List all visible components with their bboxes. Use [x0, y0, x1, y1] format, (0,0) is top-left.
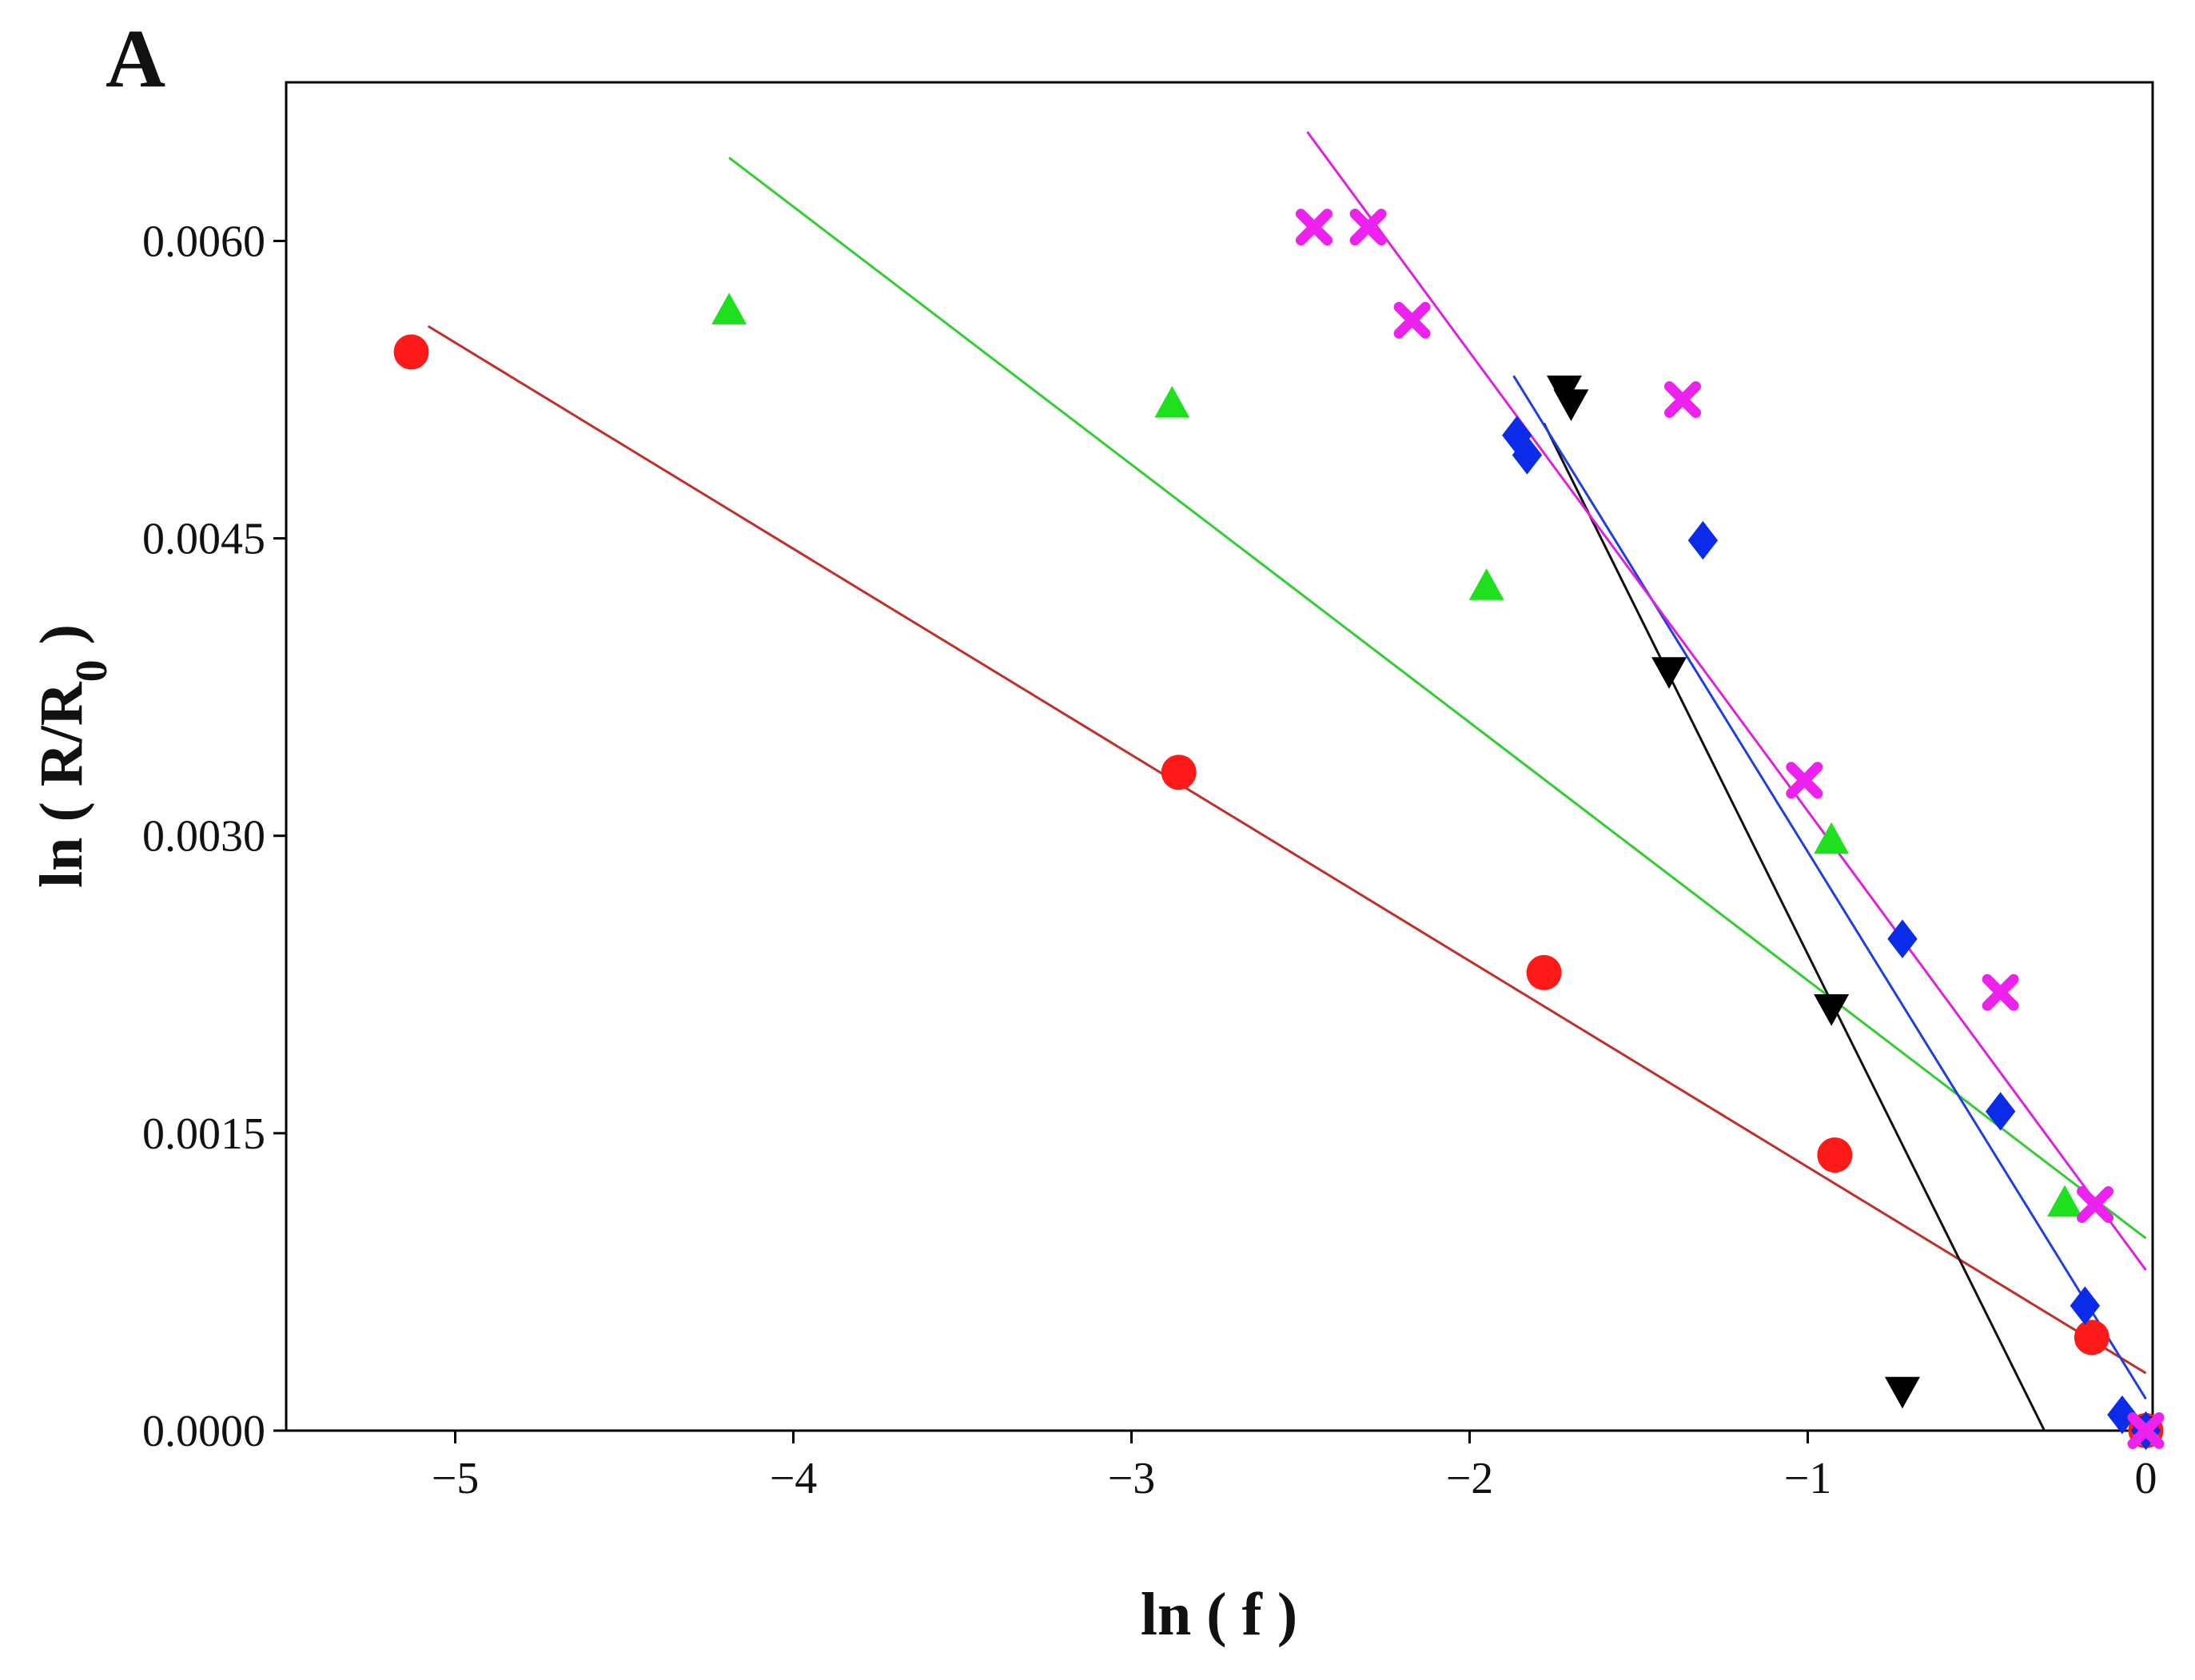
diamond-point	[1512, 436, 1543, 475]
diamond-point	[2107, 1395, 2137, 1435]
circle-point	[1817, 1137, 1853, 1173]
x-point	[1982, 973, 2019, 1011]
y-tick-label: 0.0030	[142, 812, 265, 862]
y-tick-label: 0.0015	[142, 1109, 265, 1159]
diamond-point	[1502, 416, 1532, 455]
panel-label: A	[106, 13, 165, 105]
triangle-up-point	[1154, 385, 1190, 418]
y-axis-title-sub: 0	[67, 659, 117, 682]
data-points	[393, 209, 2165, 1451]
y-axis-title-main: ln ( R/R	[28, 681, 95, 888]
x-point	[1295, 209, 1333, 246]
triangle-down-point	[1884, 1376, 1920, 1409]
y-axis-title-end: )	[28, 624, 95, 659]
diamond-point	[1687, 520, 1719, 560]
x-tick-label: −2	[1446, 1454, 1494, 1503]
diamond-point	[1985, 1092, 2016, 1131]
fit-line-1	[427, 324, 2147, 1375]
x-tick-label: −3	[1108, 1454, 1156, 1503]
x-point	[2127, 1412, 2165, 1449]
y-axis-title: ln ( R/R0 )	[28, 624, 117, 888]
triangle-up-point	[1814, 822, 1850, 854]
plot-frame	[285, 81, 2154, 1432]
diamond-point	[1887, 919, 1918, 958]
y-tick-label: 0.0045	[142, 515, 265, 564]
triangle-down-point	[1814, 993, 1850, 1026]
x-tick-label: −1	[1784, 1454, 1832, 1503]
fit-line-5	[1306, 131, 2147, 1271]
x-point	[1349, 209, 1387, 246]
fit-lines	[427, 131, 2147, 1431]
x-point	[1786, 762, 1823, 799]
circle-point	[2073, 1320, 2109, 1356]
y-tick-label: 0.0060	[142, 217, 265, 266]
x-axis-title: ln ( f )	[1141, 1581, 1297, 1648]
circle-point	[1161, 754, 1197, 790]
fit-line-2	[728, 157, 2147, 1240]
triangle-down-point	[1651, 657, 1687, 689]
x-tick-label: 0	[2135, 1454, 2157, 1503]
triangle-up-point	[2047, 1184, 2083, 1217]
diamond-point	[2070, 1286, 2101, 1325]
fit-line-3	[1543, 423, 2046, 1431]
y-tick-label: 0.0000	[142, 1407, 265, 1456]
triangle-down-point	[1553, 389, 1589, 421]
circle-point	[393, 334, 429, 370]
circle-point	[1526, 954, 1562, 990]
fit-line-4	[1512, 375, 2147, 1400]
triangle-up-point	[1468, 568, 1504, 600]
x-tick-label: −4	[770, 1454, 818, 1503]
triangle-up-point	[711, 293, 747, 324]
x-tick-label: −5	[432, 1454, 480, 1503]
axis-ticks: −5 −4 −3 −2 −1 0 0.0000 0.0015 0.0030 0.0045 0.006…	[142, 217, 2157, 1503]
x-point	[2077, 1186, 2114, 1224]
x-point	[1664, 380, 1702, 418]
x-point	[1393, 301, 1431, 339]
